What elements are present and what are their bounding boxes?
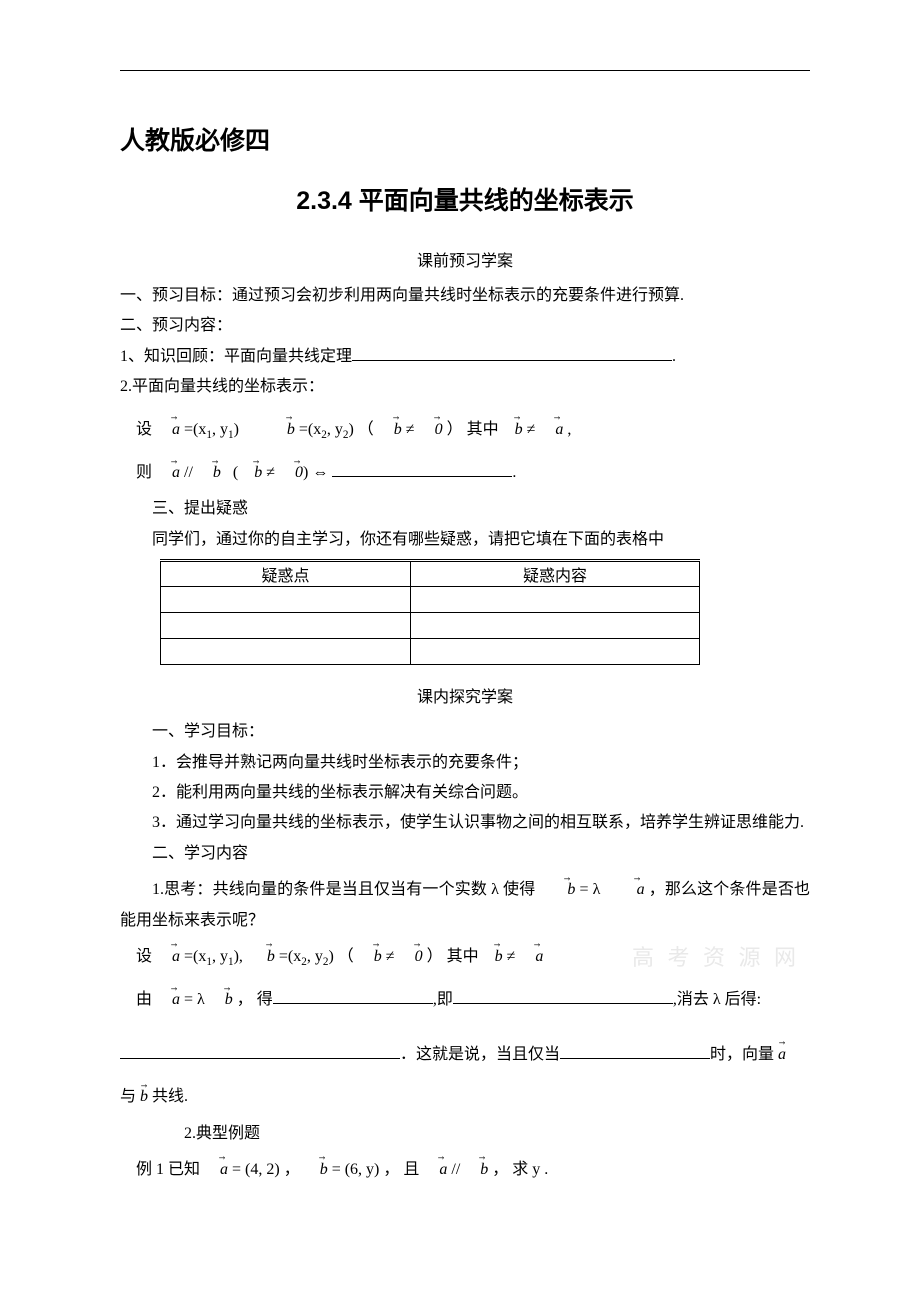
parallel-condition: 则 a // b (b ≠ 0) ⇔ . [120,458,810,488]
blank[interactable] [453,988,673,1004]
vec-b3: b [499,415,523,445]
vec-0: 0 [399,942,423,972]
cell[interactable] [411,587,700,613]
vec-b: b [304,1155,328,1185]
vec-b: b [209,985,233,1015]
col2-header: 疑惑内容 [411,561,700,587]
vec-a: a [605,875,645,905]
col1-header: 疑惑点 [161,561,411,587]
set: 设 [136,421,152,438]
cell[interactable] [411,613,700,639]
doubt-sentence: 同学们，通过你的自主学习，你还有哪些疑惑，请把它填在下面的表格中 [120,525,810,555]
cell[interactable] [161,613,411,639]
objectives-label: 一、学习目标： [120,717,810,747]
blank[interactable] [352,345,672,361]
vec-b: b [271,415,295,445]
vec-a: a [156,942,180,972]
obj2: 2．能利用两向量共线的坐标表示解决有关综合问题。 [120,778,810,808]
vec-b: b [197,458,221,488]
vec-b: b [535,875,575,905]
top-rule [120,70,810,71]
textbook-label: 人教版必修四 [120,121,810,157]
page-title: 2.3.4 平面向量共线的坐标表示 [120,181,810,217]
obj1: 1．会推导并熟记两向量共线时坐标表示的充要条件； [120,748,810,778]
conclusion-tail: 与 b 共线. [120,1082,810,1112]
preclass-item2: 2.平面向量共线的坐标表示： [120,372,810,402]
conclusion-line: ．这就是说，当且仅当时，向量 a [120,1040,810,1070]
vec-b: b [140,1082,148,1112]
doubt-table: 疑惑点 疑惑内容 [160,559,700,665]
b-eq: =(x [295,421,321,438]
vec-b: b [238,458,262,488]
obj3: 3．通过学习向量共线的坐标表示，使学生认识事物之间的相互联系，培养学生辨证思维能… [120,808,810,838]
vec-a2: a [519,942,543,972]
label: 一、预习目标： [120,287,232,304]
blank[interactable] [332,461,512,477]
doubt-heading: 三、提出疑惑 [120,494,810,524]
vec-a: a [778,1040,786,1070]
vec-a: a [156,415,180,445]
vec-a: a [423,1155,447,1185]
a-eq: =(x [180,421,206,438]
vec-b: b [464,1155,488,1185]
vec-0: 0 [279,458,303,488]
preclass-item1: 1、知识回顾：平面向量共线定理. [120,342,810,372]
preclass-content-label: 二、预习内容： [120,311,810,341]
vec-0: 0 [419,415,443,445]
text: 知识回顾：平面向量共线定理 [144,348,352,365]
text: 通过预习会初步利用两向量共线时坐标表示的充要条件进行预算. [232,287,684,304]
table-row [161,639,700,665]
num: 1、 [120,348,144,365]
content-label: 二、学习内容 [120,839,810,869]
num: 2. [120,378,132,395]
text: 平面向量共线的坐标表示： [132,378,324,395]
vec-b: b [251,942,275,972]
vec-a: a [156,458,180,488]
vector-definition: 设 a =(x1, y1) b =(x2, y2) （ b ≠ 0 ） 其中b … [120,415,810,446]
vector-definition-2: 设 a =(x1, y1), b =(x2, y2) （ b ≠ 0 ） 其中b… [120,942,810,973]
vec-a: a [156,985,180,1015]
vec-b2: b [378,415,402,445]
derivation-line: 由 a = λ b ， 得,即,消去 λ 后得: [120,985,810,1015]
blank[interactable] [120,1043,400,1059]
vec-b3: b [479,942,503,972]
table-row [161,613,700,639]
preclass-goal: 一、预习目标：通过预习会初步利用两向量共线时坐标表示的充要条件进行预算. [120,281,810,311]
preclass-heading: 课前预习学案 [120,247,810,271]
vec-b2: b [358,942,382,972]
blank[interactable] [560,1043,710,1059]
vec-a: a [204,1155,228,1185]
cell[interactable] [411,639,700,665]
table-row [161,587,700,613]
example-1: 例 1 已知 a = (4, 2) ， b = (6, y) ， 且 a // … [120,1155,810,1185]
blank[interactable] [273,988,433,1004]
cell[interactable] [161,639,411,665]
vec-a2: a [539,415,563,445]
cell[interactable] [161,587,411,613]
inclass-heading: 课内探究学案 [120,683,810,707]
think-line: 1.思考：共线向量的条件是当且仅当有一个实数 λ 使得b = λ a ，那么这个… [120,875,810,936]
